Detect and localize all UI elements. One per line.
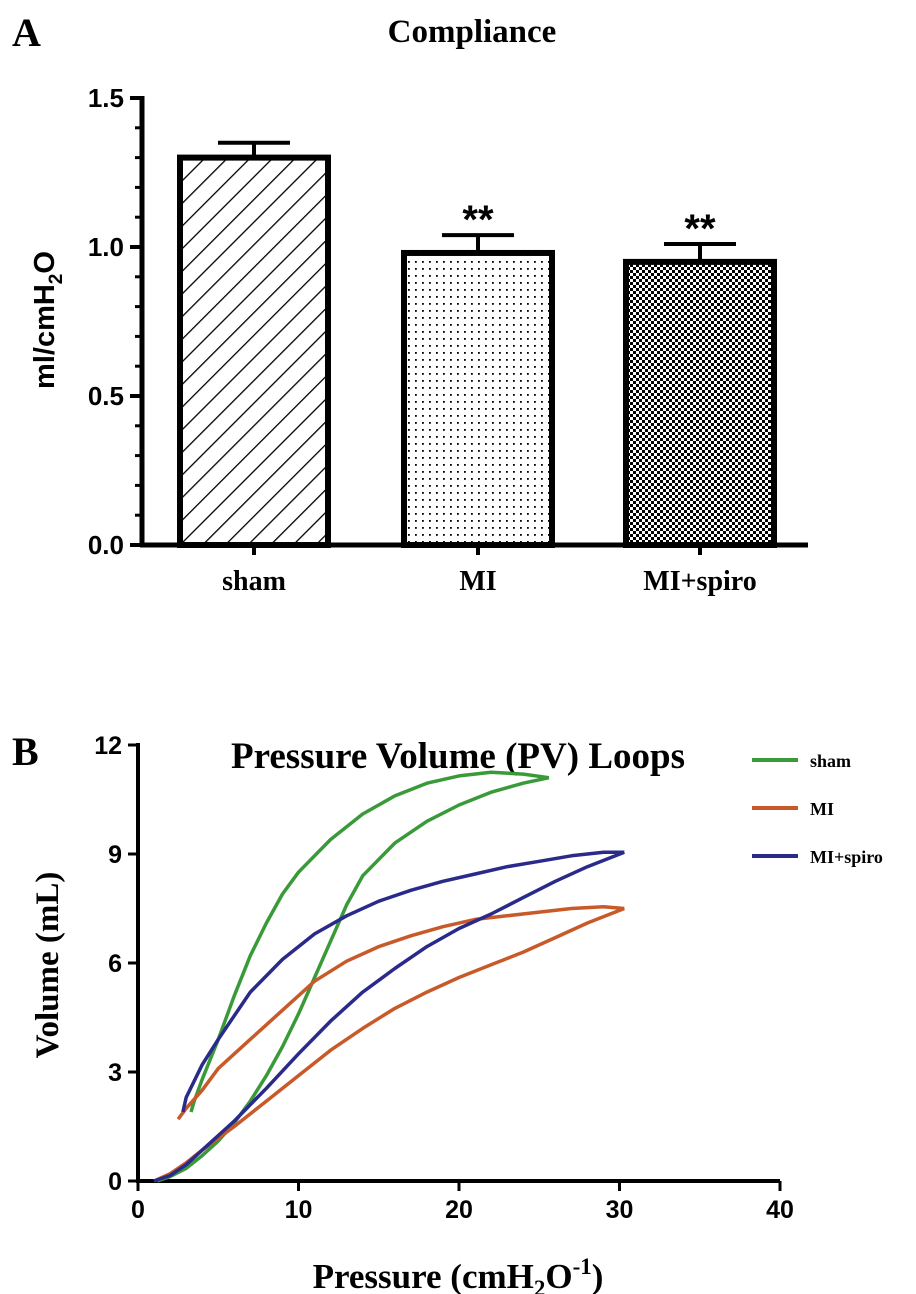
x-tick-label: 10 <box>285 1196 313 1224</box>
chart-b-xlabel-sup: -1 <box>573 1254 592 1279</box>
legend-label-sham: sham <box>810 751 851 771</box>
y-tick-label: 0.5 <box>88 381 124 411</box>
pv-loops-line-chart: 0 3 6 9 12 0 10 20 30 40 sham MI MI+spiro <box>94 732 883 1224</box>
y-tick-label: 9 <box>108 841 122 869</box>
y-tick-label: 1.5 <box>88 83 124 113</box>
x-tick-label: 20 <box>445 1196 473 1224</box>
y-tick-label: 1.0 <box>88 232 124 262</box>
x-tick-label: MI <box>459 566 496 597</box>
bar-mi-spiro <box>623 258 777 548</box>
legend-label-mi: MI <box>810 799 834 819</box>
chart-b-xlabel-main: Pressure (cmH <box>313 1257 534 1294</box>
panel-b-label: B <box>12 729 39 774</box>
series-mi-spiro-deflation <box>181 850 625 1113</box>
chart-b-xlabel-tail: O <box>545 1257 572 1294</box>
panel-a-label: A <box>12 10 41 55</box>
compliance-bar-chart: 0.0 0.5 1.0 1.5 sham MI ** MI+spiro ** <box>88 83 808 597</box>
y-tick-label: 0.0 <box>88 530 124 560</box>
significance-annotation: ** <box>684 207 716 251</box>
series-mi-inflation <box>153 906 625 1183</box>
chart-a-ylabel: ml/cmH2O <box>29 251 67 389</box>
bar-sham <box>177 154 331 548</box>
y-tick-label: 0 <box>108 1168 122 1196</box>
chart-a-ylabel-main: ml/cmH <box>29 284 61 389</box>
series-mi-spiro-inflation <box>153 850 625 1183</box>
x-tick-label: MI+spiro <box>643 566 756 597</box>
chart-a-ylabel-sub: 2 <box>46 274 67 285</box>
series-sham-inflation <box>156 775 550 1183</box>
x-tick-label: 40 <box>766 1196 794 1224</box>
chart-b-ylabel: Volume (mL) <box>30 872 66 1059</box>
significance-annotation: ** <box>462 198 494 242</box>
x-tick-label: sham <box>222 566 286 597</box>
series-mi-deflation <box>176 904 625 1121</box>
chart-a-title: Compliance <box>388 14 557 50</box>
y-tick-label: 12 <box>94 732 122 760</box>
bar-mi <box>401 249 555 549</box>
chart-a-ylabel-tail: O <box>29 251 61 274</box>
legend-label-mi-spiro: MI+spiro <box>810 847 883 867</box>
x-tick-label: 0 <box>131 1196 145 1224</box>
series-sham-deflation <box>189 770 550 1113</box>
y-tick-label: 3 <box>108 1059 122 1087</box>
y-tick-label: 6 <box>108 950 122 978</box>
chart-b-title: Pressure Volume (PV) Loops <box>231 736 685 777</box>
x-tick-label: 30 <box>606 1196 634 1224</box>
chart-b-xlabel-sub: 2 <box>534 1276 546 1294</box>
chart-b-xlabel: Pressure (cmH2O-1) <box>313 1254 604 1294</box>
chart-b-xlabel-close: ) <box>592 1257 604 1294</box>
